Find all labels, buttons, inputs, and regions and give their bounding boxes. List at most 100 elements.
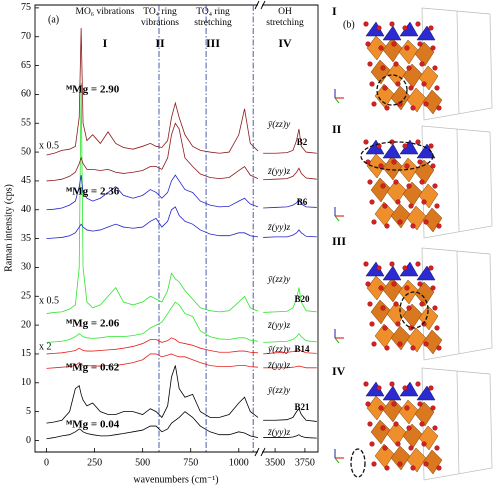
tetrahedron <box>382 265 402 281</box>
atom <box>393 421 399 427</box>
octahedron <box>398 279 419 305</box>
y-tick-label: 40 <box>21 204 31 215</box>
x-tick-label: 0 <box>44 457 49 468</box>
spectrum-line <box>46 82 259 314</box>
octahedron <box>422 329 443 355</box>
atom <box>376 385 382 391</box>
atom <box>419 179 425 185</box>
atom <box>378 163 384 169</box>
sample-name: B6 <box>297 197 308 207</box>
atom <box>367 301 373 307</box>
tetrahedron <box>382 143 402 159</box>
atom <box>410 345 416 351</box>
atom <box>404 405 410 411</box>
atom <box>428 143 434 149</box>
octahedron <box>382 155 403 181</box>
x-axis-label: wavenumbers (cm⁻¹) <box>133 474 218 485</box>
atom <box>395 321 401 327</box>
spectrum-line <box>46 337 259 355</box>
tetrahedron <box>382 385 402 401</box>
x-tick-label: 500 <box>135 457 150 468</box>
atom <box>428 25 434 31</box>
atom <box>434 445 440 451</box>
section-title: stretching <box>194 18 232 28</box>
octahedron <box>402 423 423 449</box>
atom <box>367 421 373 427</box>
atom <box>421 441 427 447</box>
atom <box>384 345 390 351</box>
section-title: TO₄ ring <box>196 7 230 17</box>
scale-label: x 0.5 <box>39 140 59 151</box>
atom <box>434 203 440 209</box>
composition-label: ᴹMg = 2.90 <box>66 84 120 96</box>
atom <box>404 163 410 169</box>
atom <box>430 163 436 169</box>
axis-triad <box>334 97 340 104</box>
spectrum-line <box>263 167 317 181</box>
composition-label: ᴹMg = 2.36 <box>66 186 120 198</box>
atom <box>378 405 384 411</box>
sample-name: B14 <box>294 344 310 354</box>
octahedron <box>382 277 403 303</box>
octahedron <box>418 183 439 209</box>
atom <box>371 341 377 347</box>
atom <box>395 199 401 205</box>
atom <box>384 223 390 229</box>
atom <box>395 81 401 87</box>
atom <box>432 425 438 431</box>
atom <box>434 85 440 91</box>
crystal-view <box>334 247 493 361</box>
section-numeral: IV <box>278 36 292 50</box>
section-title: MO₆ vibrations <box>76 7 135 17</box>
atom <box>408 203 414 209</box>
octahedron <box>422 449 443 475</box>
atom <box>395 441 401 447</box>
octahedron <box>370 419 391 445</box>
octahedron <box>370 299 391 325</box>
view-label: II <box>332 122 342 136</box>
composition-label: ᴹMg = 2.06 <box>66 318 120 330</box>
atom <box>436 465 442 471</box>
section-title: vibrations <box>141 18 179 28</box>
atom <box>378 285 384 291</box>
spectrum-line <box>263 287 317 313</box>
geometry-label: z̄(yy)z <box>267 427 290 438</box>
geometry-label: ȳ(zz)y <box>267 274 291 285</box>
axis-triad <box>334 457 340 464</box>
sample-name: B2 <box>297 137 308 147</box>
octahedron <box>402 181 423 207</box>
tetrahedron <box>416 265 436 281</box>
view-label: III <box>332 234 346 248</box>
atom <box>430 45 436 51</box>
vibration-mode <box>360 141 434 171</box>
atom <box>365 401 371 407</box>
octahedron <box>422 207 443 233</box>
atom <box>432 183 438 189</box>
spectrum-line <box>46 174 259 211</box>
geometry-label: ȳ(zz)y <box>267 344 291 355</box>
atom <box>406 305 412 311</box>
spectrum-line <box>46 411 259 440</box>
atom <box>430 285 436 291</box>
atom <box>436 105 442 111</box>
atom <box>423 341 429 347</box>
plot-frame <box>34 4 319 453</box>
spectrum-line <box>263 198 317 209</box>
composition-label: ᴹMg = 0.62 <box>66 362 120 374</box>
geometry-label: z̄(yy)z <box>267 360 290 371</box>
atom <box>417 159 423 165</box>
crystal-view <box>334 125 493 239</box>
view-label: IV <box>332 364 346 378</box>
y-tick-label: 70 <box>21 31 31 42</box>
atom <box>415 381 421 387</box>
spectrum-line <box>263 229 317 238</box>
y-tick-label: 55 <box>21 118 31 129</box>
view-label: I <box>332 4 337 18</box>
y-tick-label: 5 <box>26 406 31 417</box>
atom <box>384 465 390 471</box>
atom <box>371 219 377 225</box>
octahedron <box>370 177 391 203</box>
atom <box>434 325 440 331</box>
atom <box>404 285 410 291</box>
geometry-label: z̄(yy)z <box>267 320 290 331</box>
